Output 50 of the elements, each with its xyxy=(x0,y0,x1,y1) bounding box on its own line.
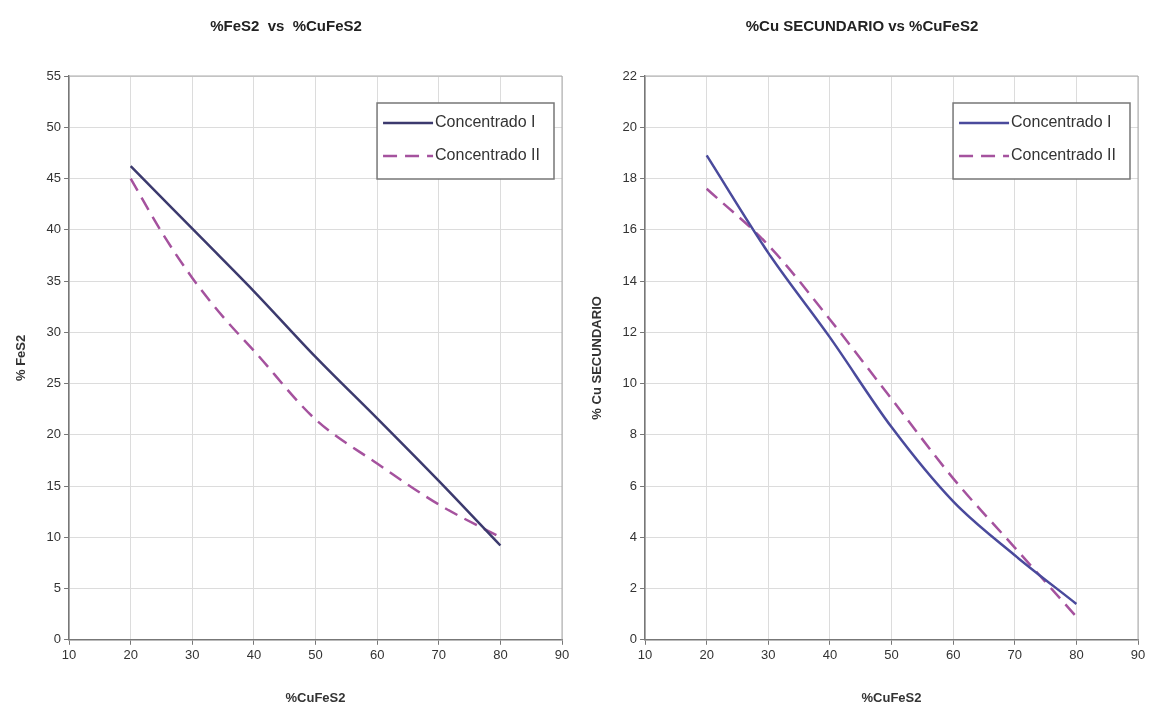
x-tick-label: 20 xyxy=(699,647,714,663)
y-tick-label: 2 xyxy=(629,580,638,596)
y-tick-label: 50 xyxy=(46,118,62,134)
x-tick-label: 90 xyxy=(554,647,570,663)
x-axis-title: %CuFeS2 xyxy=(861,689,922,705)
legend-label: Concentrado I xyxy=(1011,113,1112,131)
y-axis-title: % FeS2 xyxy=(13,334,29,382)
y-tick-label: 45 xyxy=(46,170,62,186)
x-tick-label: 30 xyxy=(185,647,200,663)
y-tick-label: 16 xyxy=(622,221,638,237)
y-tick-label: 12 xyxy=(622,323,638,339)
y-tick-label: 6 xyxy=(629,477,638,493)
x-tick-label: 40 xyxy=(822,647,838,663)
legend-label: Concentrado II xyxy=(435,146,540,164)
y-tick-label: 4 xyxy=(629,528,638,544)
x-tick-label: 80 xyxy=(493,647,508,663)
y-tick-label: 0 xyxy=(53,631,62,647)
chart-title: %FeS2 vs %CuFeS2 xyxy=(210,17,362,35)
x-tick-label: 20 xyxy=(123,647,138,663)
y-tick-label: 10 xyxy=(46,528,62,544)
x-tick-label: 30 xyxy=(761,647,776,663)
x-tick-label: 90 xyxy=(1130,647,1146,663)
x-tick-label: 60 xyxy=(369,647,385,663)
legend-label: Concentrado II xyxy=(1011,146,1116,164)
x-tick-label: 70 xyxy=(431,647,446,663)
x-tick-label: 50 xyxy=(308,647,323,663)
y-tick-label: 10 xyxy=(622,375,638,391)
y-tick-label: 22 xyxy=(622,67,638,83)
x-axis-title: %CuFeS2 xyxy=(285,689,346,705)
y-tick-label: 30 xyxy=(46,323,62,339)
y-tick-label: 0 xyxy=(629,631,638,647)
y-axis-title: % Cu SECUNDARIO xyxy=(589,296,605,420)
y-tick-label: 18 xyxy=(622,170,638,186)
y-tick-label: 8 xyxy=(629,426,638,442)
legend-label: Concentrado I xyxy=(435,113,536,131)
y-tick-label: 20 xyxy=(46,426,62,442)
x-tick-label: 60 xyxy=(945,647,961,663)
x-tick-label: 70 xyxy=(1007,647,1022,663)
chart-title: %Cu SECUNDARIO vs %CuFeS2 xyxy=(745,17,979,35)
x-tick-label: 50 xyxy=(884,647,899,663)
y-tick-label: 14 xyxy=(622,272,638,288)
y-tick-label: 40 xyxy=(46,221,62,237)
y-tick-label: 15 xyxy=(46,477,62,493)
y-tick-label: 20 xyxy=(622,118,638,134)
x-tick-label: 40 xyxy=(246,647,262,663)
x-tick-label: 80 xyxy=(1069,647,1084,663)
y-tick-label: 25 xyxy=(46,375,62,391)
y-tick-label: 5 xyxy=(53,580,62,596)
y-tick-label: 55 xyxy=(46,67,62,83)
y-tick-label: 35 xyxy=(46,272,62,288)
